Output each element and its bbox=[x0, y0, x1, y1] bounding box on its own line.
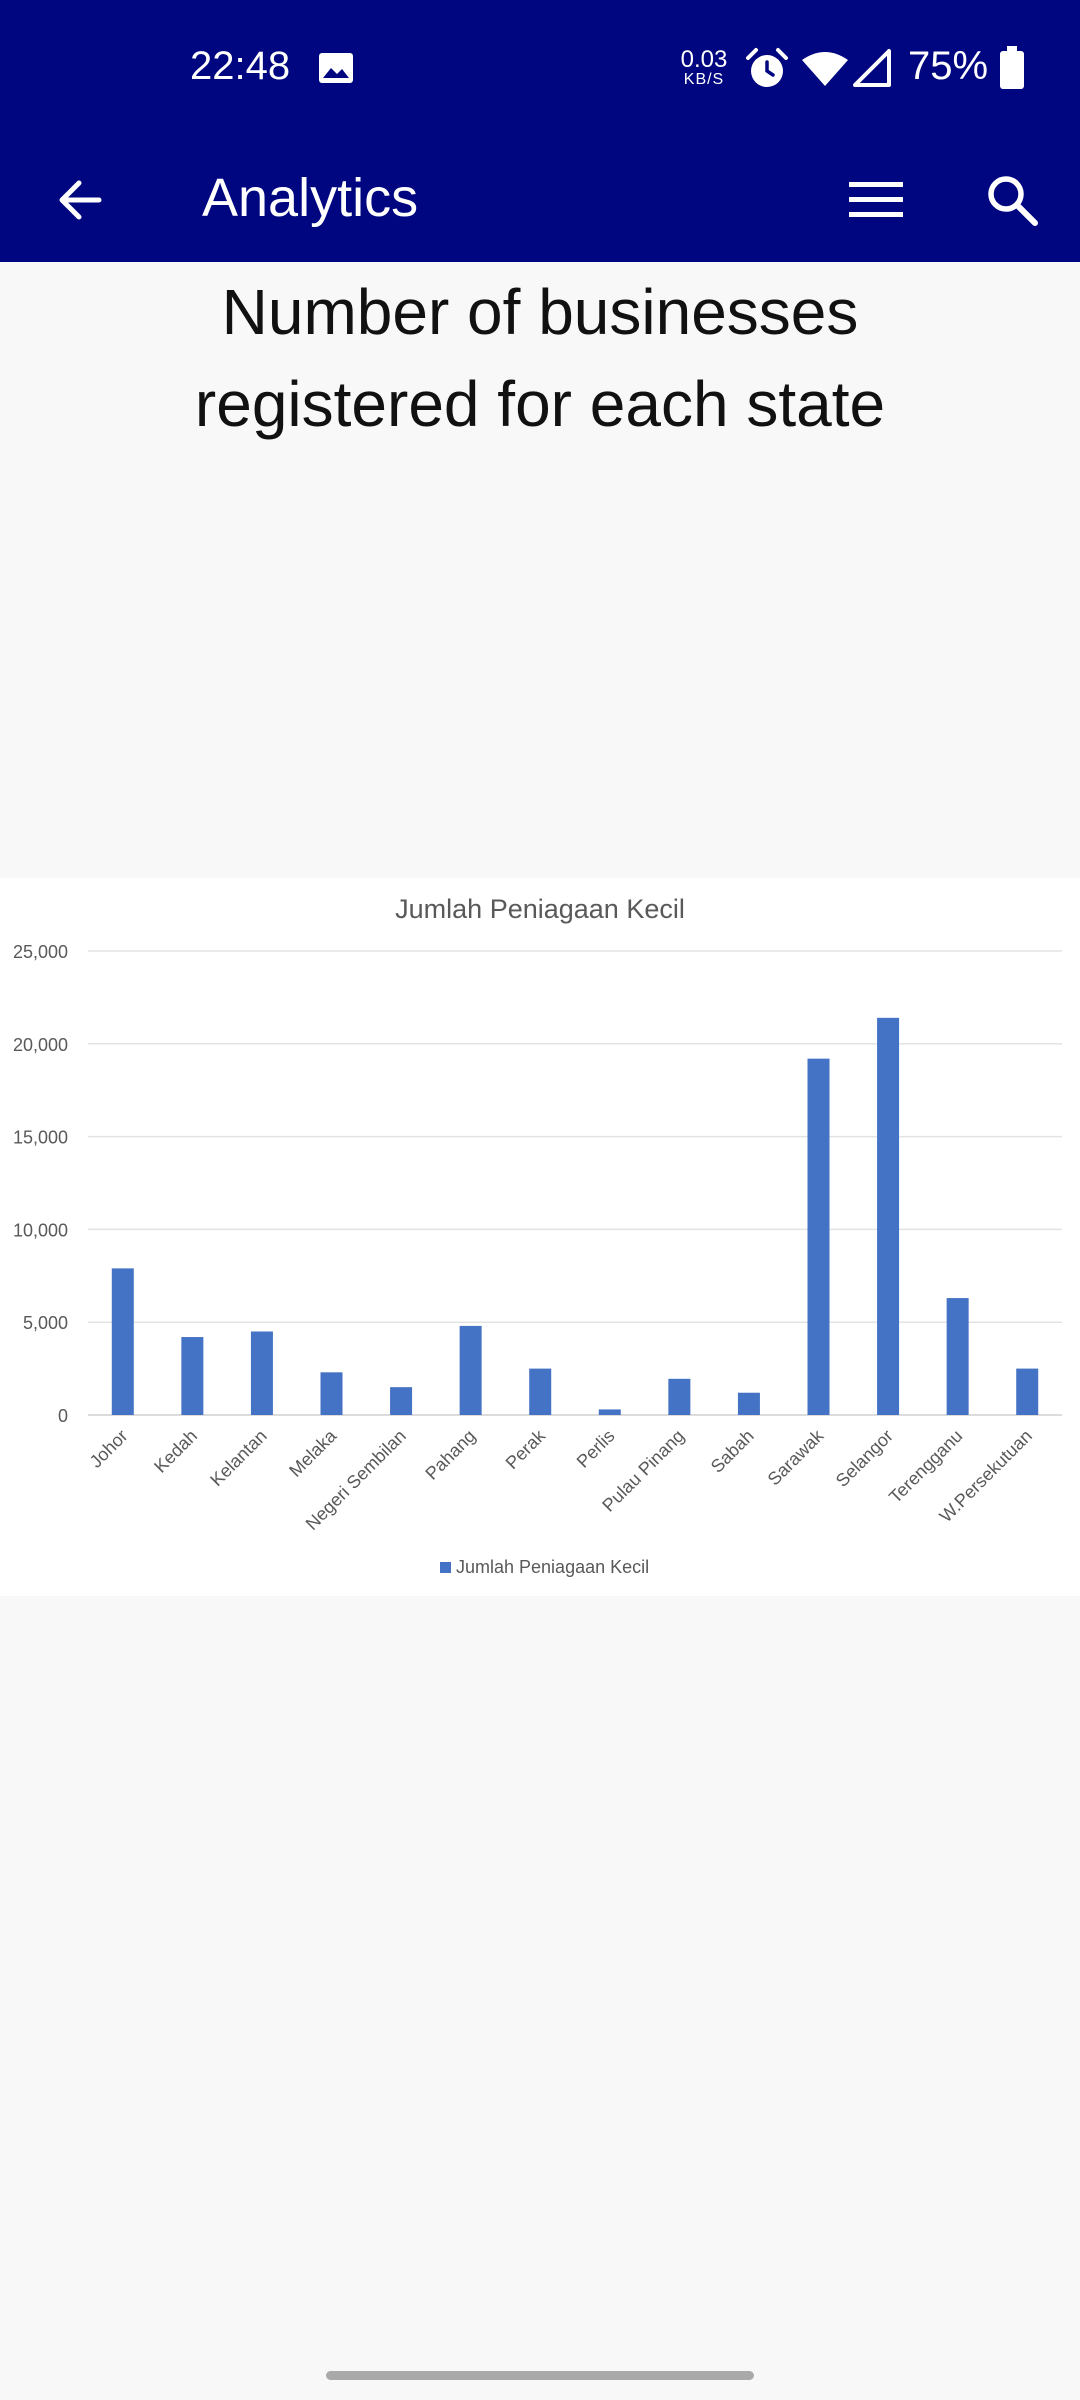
x-tick-label: Sarawak bbox=[764, 1425, 828, 1489]
bar bbox=[320, 1372, 343, 1415]
app-bar: Analytics bbox=[0, 138, 1080, 262]
menu-button[interactable] bbox=[836, 160, 916, 240]
bar bbox=[250, 1331, 273, 1415]
menu-icon bbox=[849, 182, 903, 217]
bar bbox=[598, 1409, 621, 1415]
x-tick-label: Melaka bbox=[285, 1425, 341, 1481]
bar-chart: Jumlah Peniagaan Kecil 0 5,000 10,000 15,00… bbox=[13, 894, 1062, 1577]
bar bbox=[877, 1017, 900, 1415]
search-icon bbox=[988, 176, 1038, 226]
battery-percent: 75% bbox=[908, 44, 989, 88]
wifi-icon bbox=[802, 52, 848, 86]
image-icon bbox=[319, 53, 353, 83]
bar bbox=[390, 1387, 413, 1415]
signal-icon bbox=[853, 49, 891, 87]
y-tick-label: 25,000 bbox=[13, 942, 68, 962]
y-tick-label: 0 bbox=[58, 1406, 68, 1426]
net-speed: 0.03 KB/S bbox=[678, 48, 730, 88]
legend-swatch bbox=[440, 1562, 451, 1573]
bar bbox=[181, 1337, 204, 1415]
chart-title: Jumlah Peniagaan Kecil bbox=[395, 894, 685, 924]
home-indicator[interactable] bbox=[326, 2371, 754, 2380]
battery-icon bbox=[1000, 46, 1024, 89]
bar bbox=[529, 1368, 552, 1415]
y-tick-label: 15,000 bbox=[13, 1128, 68, 1148]
status-time: 22:48 bbox=[190, 44, 291, 88]
back-arrow-icon bbox=[59, 180, 102, 220]
x-tick-label: Pahang bbox=[421, 1426, 479, 1484]
x-tick-label: Kedah bbox=[150, 1426, 201, 1477]
bar bbox=[737, 1392, 760, 1415]
x-tick-label: Perak bbox=[502, 1425, 550, 1473]
chart-panel: Jumlah Peniagaan Kecil 0 5,000 10,000 15,00… bbox=[0, 878, 1080, 1596]
status-bar: 22:48 0.03 KB/S 75% bbox=[0, 0, 1080, 138]
back-button[interactable] bbox=[40, 160, 120, 240]
bar bbox=[946, 1298, 969, 1415]
bar bbox=[1016, 1368, 1039, 1415]
bar bbox=[111, 1268, 134, 1415]
y-tick-label: 5,000 bbox=[23, 1313, 68, 1333]
y-tick-label: 20,000 bbox=[13, 1035, 68, 1055]
y-tick-label: 10,000 bbox=[13, 1220, 68, 1240]
x-tick-label: Perlis bbox=[573, 1426, 619, 1472]
app-title: Analytics bbox=[202, 168, 419, 228]
x-tick-label: Kelantan bbox=[206, 1426, 270, 1490]
page-title: Number of businesses registered for each… bbox=[194, 276, 886, 440]
x-tick-label: Sabah bbox=[707, 1426, 758, 1477]
legend-label: Jumlah Peniagaan Kecil bbox=[456, 1557, 649, 1577]
net-speed-value: 0.03 bbox=[680, 46, 728, 73]
x-tick-label: Johor bbox=[86, 1426, 132, 1472]
bar bbox=[459, 1325, 482, 1415]
x-tick-label: Selangor bbox=[832, 1426, 897, 1491]
alarm-icon bbox=[746, 48, 788, 87]
net-speed-unit: KB/S bbox=[683, 71, 725, 88]
search-button[interactable] bbox=[972, 160, 1052, 240]
bar bbox=[807, 1058, 830, 1415]
bar bbox=[668, 1378, 691, 1415]
